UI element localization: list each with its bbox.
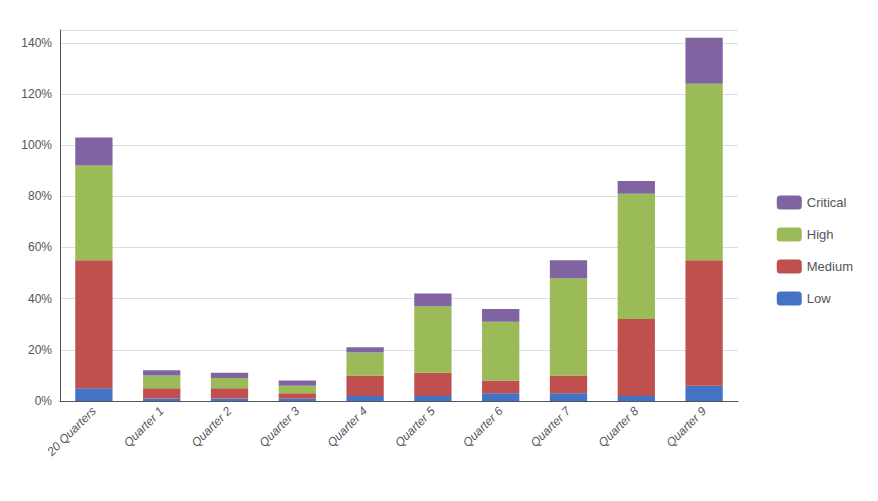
svg-text:Quarter 4: Quarter 4: [324, 404, 370, 450]
svg-text:140%: 140%: [21, 36, 52, 50]
svg-text:Quarter 1: Quarter 1: [121, 404, 167, 450]
svg-text:120%: 120%: [21, 87, 52, 101]
svg-text:Medium: Medium: [807, 259, 853, 274]
svg-text:Critical: Critical: [807, 195, 847, 210]
svg-text:40%: 40%: [28, 292, 52, 306]
svg-text:Quarter 5: Quarter 5: [392, 404, 438, 450]
svg-text:High: High: [807, 227, 834, 242]
svg-text:Quarter 3: Quarter 3: [257, 404, 303, 450]
svg-text:Low: Low: [807, 291, 831, 306]
svg-text:60%: 60%: [28, 240, 52, 254]
svg-text:Quarter 2: Quarter 2: [189, 404, 235, 450]
svg-text:Quarter 9: Quarter 9: [663, 404, 709, 450]
svg-text:Quarter 6: Quarter 6: [460, 404, 506, 450]
svg-text:20 Quarters: 20 Quarters: [43, 404, 98, 459]
svg-text:20%: 20%: [28, 343, 52, 357]
svg-text:0%: 0%: [35, 394, 53, 408]
svg-text:Quarter 7: Quarter 7: [528, 403, 575, 450]
svg-text:80%: 80%: [28, 189, 52, 203]
svg-text:100%: 100%: [21, 138, 52, 152]
svg-text:Quarter 8: Quarter 8: [596, 404, 642, 450]
